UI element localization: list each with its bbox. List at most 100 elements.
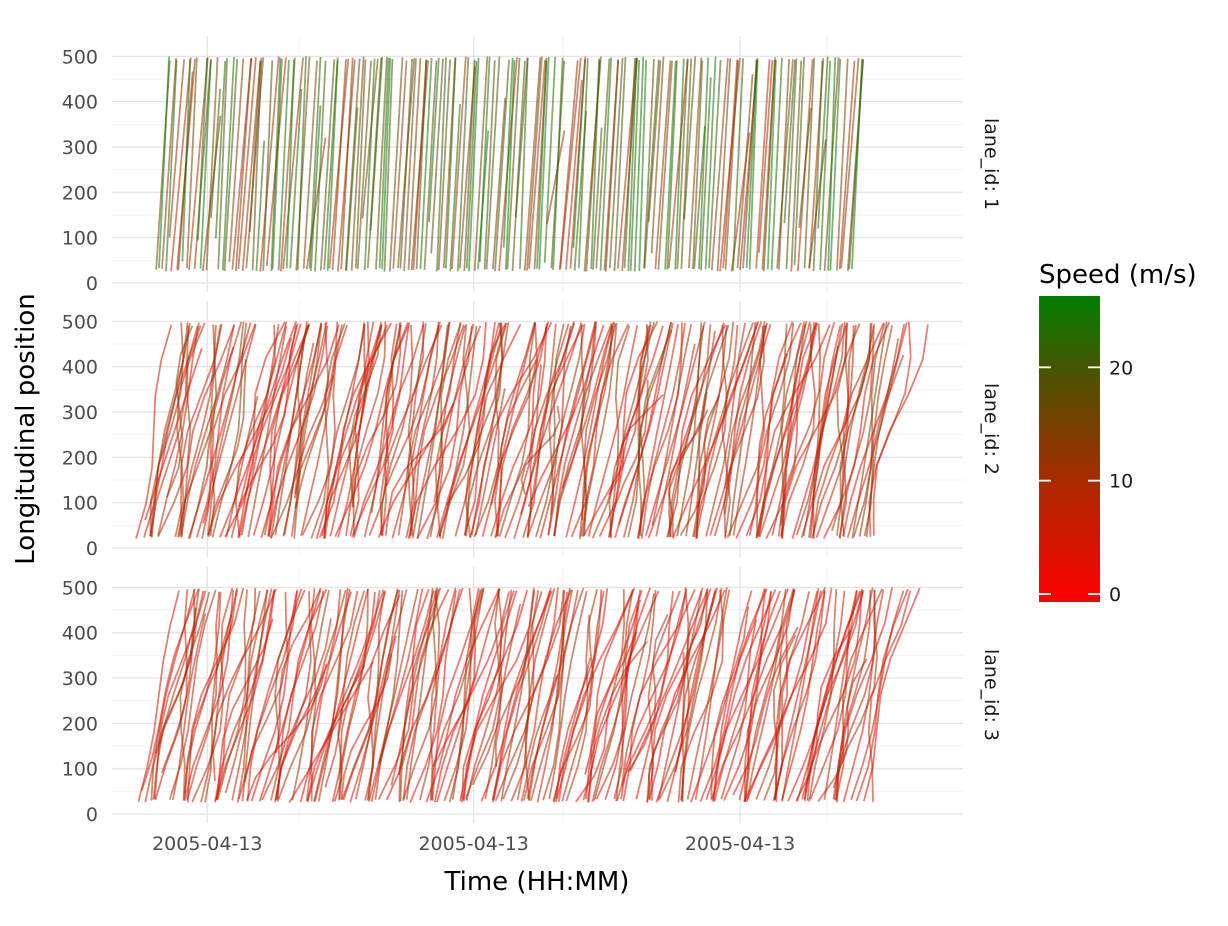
vehicle-trajectory <box>407 58 422 271</box>
vehicle-trajectory <box>595 590 643 800</box>
vehicle-trajectory <box>165 59 178 272</box>
vehicle-trajectory <box>591 325 631 539</box>
vehicle-trajectory <box>353 322 410 539</box>
vehicle-trajectory <box>744 588 795 802</box>
vehicle-trajectory <box>609 379 649 536</box>
vehicle-trajectory <box>171 613 207 801</box>
vehicle-trajectory <box>690 590 753 803</box>
vehicle-trajectory <box>867 590 912 802</box>
vehicle-trajectory <box>468 57 480 272</box>
trajectory-group <box>135 321 929 540</box>
vehicle-trajectory <box>465 589 513 801</box>
vehicle-trajectory <box>202 324 257 524</box>
y-tick-label: 300 <box>62 668 98 690</box>
vehicle-trajectory <box>285 59 295 269</box>
vehicle-trajectory <box>704 56 717 270</box>
vehicle-trajectory <box>865 338 900 538</box>
vehicle-trajectory <box>613 590 660 800</box>
vehicle-trajectory <box>473 56 489 271</box>
vehicle-trajectory <box>823 590 858 800</box>
facet-panel-lane-3: 0 100 200 300 400 500 lane_id: 3 <box>62 567 1002 826</box>
vehicle-trajectory <box>276 588 317 803</box>
vehicle-trajectory <box>780 323 816 537</box>
vehicle-trajectory <box>743 588 796 803</box>
vehicle-trajectory <box>643 59 660 269</box>
vehicle-trajectory <box>584 599 642 775</box>
y-tick-label: 0 <box>86 538 98 560</box>
y-tick-label: 400 <box>62 357 98 379</box>
vehicle-trajectory <box>604 587 652 800</box>
vehicle-trajectory <box>381 57 392 270</box>
vehicle-trajectory <box>392 60 408 269</box>
x-axis-title: Time (HH:MM) <box>444 867 630 897</box>
y-tick-label: 300 <box>62 137 98 159</box>
vehicle-trajectory <box>519 322 583 515</box>
vehicle-trajectory <box>519 57 529 269</box>
vehicle-trajectory <box>685 330 716 537</box>
vehicle-trajectory <box>590 58 600 270</box>
vehicle-trajectory <box>449 104 461 272</box>
vehicle-trajectory <box>276 590 325 800</box>
vehicle-trajectory <box>216 618 274 800</box>
vehicle-trajectory <box>720 619 758 800</box>
legend-ticks: 0 10 20 <box>1039 357 1133 606</box>
vehicle-trajectory <box>770 57 783 271</box>
vehicle-trajectory <box>274 591 312 801</box>
vehicle-trajectory <box>654 60 672 270</box>
vehicle-trajectory <box>762 57 776 272</box>
vehicle-trajectory <box>808 139 827 269</box>
vehicle-trajectory <box>728 322 757 537</box>
vehicle-trajectory <box>572 59 586 248</box>
vehicle-trajectory <box>456 57 470 272</box>
vehicle-trajectory <box>375 56 388 270</box>
vehicle-trajectory <box>135 324 173 539</box>
vehicle-trajectory <box>524 589 565 801</box>
vehicle-trajectory <box>681 589 709 802</box>
vehicle-trajectory <box>774 590 826 800</box>
vehicle-trajectory <box>666 324 727 538</box>
vehicle-trajectory <box>313 588 369 802</box>
vehicle-trajectory <box>310 323 346 539</box>
vehicle-trajectory <box>839 325 875 539</box>
vehicle-trajectory <box>443 587 485 802</box>
vehicle-trajectory <box>157 325 199 538</box>
vehicle-trajectory <box>604 59 620 272</box>
vehicle-trajectory <box>149 322 185 537</box>
vehicle-trajectory <box>451 56 467 270</box>
facet-strip-label: lane_id: 1 <box>980 118 1002 210</box>
vehicle-trajectory <box>377 321 462 538</box>
vehicle-trajectory <box>842 589 885 803</box>
vehicle-trajectory <box>425 588 501 803</box>
vehicle-trajectory <box>205 57 219 271</box>
vehicle-trajectory <box>736 73 754 269</box>
vehicle-trajectory <box>471 590 515 786</box>
vehicle-trajectory <box>225 395 259 538</box>
vehicle-trajectory <box>827 57 837 271</box>
vehicle-trajectory <box>674 58 685 270</box>
vehicle-trajectory <box>277 59 290 271</box>
vehicle-trajectory <box>291 590 330 801</box>
vehicle-trajectory <box>437 59 451 271</box>
vehicle-trajectory <box>426 323 462 540</box>
x-tick-label: 2005-04-13 <box>418 833 528 855</box>
vehicle-trajectory <box>405 324 443 539</box>
vehicle-trajectory <box>255 140 266 272</box>
vehicle-trajectory <box>474 388 506 536</box>
vehicle-trajectory <box>838 60 856 270</box>
vehicle-trajectory <box>241 589 268 802</box>
vehicle-trajectory <box>744 588 787 803</box>
vehicle-trajectory <box>643 59 655 269</box>
vehicle-trajectory <box>836 58 849 271</box>
vehicle-trajectory <box>207 321 245 536</box>
vehicle-trajectory <box>582 324 652 537</box>
vehicle-trajectory <box>349 589 399 803</box>
vehicle-trajectory <box>732 58 744 271</box>
vehicle-trajectory <box>259 56 280 272</box>
vehicle-trajectory <box>587 325 639 537</box>
vehicle-trajectory <box>530 587 571 802</box>
y-tick-label: 500 <box>62 46 98 68</box>
vehicle-trajectory <box>430 58 444 254</box>
vehicle-trajectory <box>247 325 288 538</box>
vehicle-trajectory <box>758 60 774 253</box>
